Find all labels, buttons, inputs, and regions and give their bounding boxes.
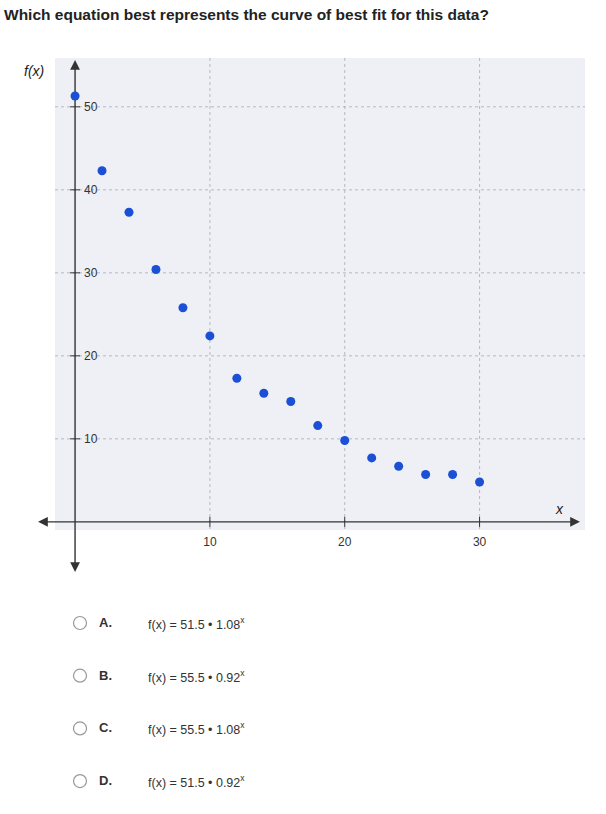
radio-button[interactable]	[74, 722, 87, 735]
tick-label: 10	[203, 535, 217, 549]
tick-label: 40	[84, 183, 98, 197]
radio-button[interactable]	[74, 617, 87, 630]
point	[286, 397, 295, 406]
points	[71, 92, 485, 487]
tick-label: 20	[338, 535, 352, 549]
point	[232, 374, 241, 383]
exponent: x	[240, 615, 245, 625]
point	[340, 436, 349, 445]
choice-letter: D.	[99, 773, 112, 788]
page: Which equation best represents the curve…	[0, 0, 606, 814]
point	[394, 462, 403, 471]
tick	[209, 517, 210, 527]
grid-line	[55, 272, 585, 273]
equation: f(x) = 51.5 • 1.08	[148, 618, 240, 632]
point	[178, 303, 187, 312]
tick-label: 20	[84, 349, 98, 363]
tick	[479, 517, 480, 527]
equation: f(x) = 55.5 • 0.92	[148, 671, 240, 685]
point	[475, 478, 484, 487]
radio-button[interactable]	[74, 669, 87, 682]
point	[205, 331, 214, 340]
grid-line	[55, 438, 585, 439]
grid-line	[344, 58, 345, 530]
tick-label: 10	[84, 432, 98, 446]
plot-background	[55, 58, 585, 530]
choice-text: f(x) = 55.5 • 1.08x	[148, 720, 245, 737]
grid-line	[479, 58, 480, 530]
tick-label: 50	[84, 100, 98, 114]
radio-button[interactable]	[74, 775, 87, 788]
tick	[344, 517, 345, 527]
exponent: x	[240, 773, 245, 783]
grid-line	[209, 58, 210, 530]
choice-text: f(x) = 55.5 • 0.92x	[148, 668, 245, 685]
point	[313, 421, 322, 430]
point	[421, 470, 430, 479]
tick	[70, 189, 80, 190]
y-axis	[74, 62, 75, 570]
point	[448, 470, 457, 479]
tick	[70, 272, 80, 273]
equation: f(x) = 51.5 • 0.92	[148, 776, 240, 790]
choice-letter: C.	[99, 720, 112, 735]
axis-label: x	[555, 501, 564, 517]
equation: f(x) = 55.5 • 1.08	[148, 723, 240, 737]
choice-text: f(x) = 51.5 • 0.92x	[148, 773, 245, 790]
point	[259, 389, 268, 398]
question: Which equation best represents the curve…	[4, 6, 489, 23]
point	[124, 208, 133, 217]
tick	[70, 438, 80, 439]
x-axis	[40, 521, 578, 522]
point	[98, 166, 107, 175]
point	[367, 453, 376, 462]
point	[151, 265, 160, 274]
exponent: x	[240, 720, 245, 730]
grid-line	[55, 106, 585, 107]
axis-label: f(x)	[24, 63, 44, 79]
exponent: x	[240, 668, 245, 678]
tick-label: 30	[473, 535, 487, 549]
point	[71, 92, 80, 101]
tick-label: 30	[84, 266, 98, 280]
choice-letter: B.	[99, 668, 112, 683]
tick	[70, 106, 80, 107]
grid-line	[55, 189, 585, 190]
tick	[70, 355, 80, 356]
choice-text: f(x) = 51.5 • 1.08x	[148, 615, 245, 632]
grid-line	[55, 355, 585, 356]
choice-letter: A.	[99, 615, 112, 630]
